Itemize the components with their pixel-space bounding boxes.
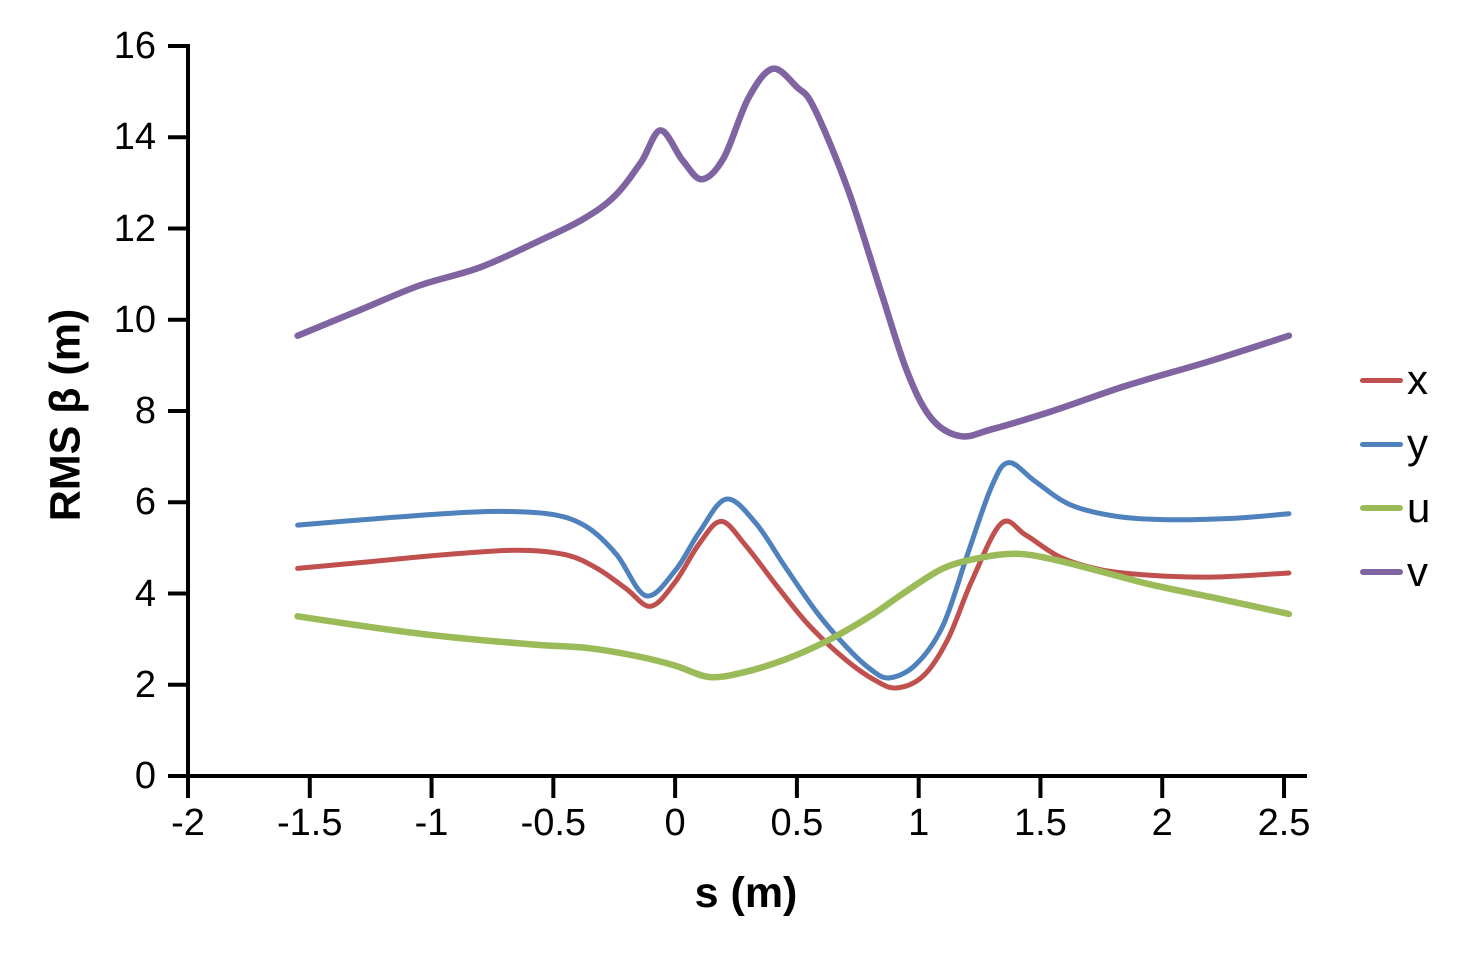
legend-swatch-x <box>1360 377 1403 383</box>
y-axis-title: RMS β (m) <box>41 308 90 522</box>
x-tick-label: 0 <box>664 802 686 844</box>
x-tick-label: -2 <box>171 802 205 844</box>
y-tick-label: 6 <box>134 481 156 524</box>
legend-swatch-u <box>1360 504 1403 512</box>
legend-label-v: v <box>1407 548 1428 595</box>
x-axis-title: s (m) <box>694 869 798 917</box>
series-line-x <box>295 518 1292 691</box>
legend-item-x: x <box>1360 348 1430 412</box>
x-tick-label: -1 <box>414 802 449 844</box>
legend-item-v: v <box>1360 540 1430 604</box>
x-tick-label: -0.5 <box>520 802 587 844</box>
series-line-v <box>294 65 1293 440</box>
y-tick-label: 10 <box>113 298 156 341</box>
legend-label-u: u <box>1407 484 1431 531</box>
y-tick-label: 4 <box>134 572 156 615</box>
legend-swatch-v <box>1360 568 1403 576</box>
x-tick-label: 1.5 <box>1014 802 1067 844</box>
y-tick-label: 2 <box>134 663 156 706</box>
x-tick-label: 2 <box>1151 802 1173 844</box>
legend-label-x: x <box>1407 356 1428 403</box>
legend-label-y: y <box>1407 420 1428 467</box>
x-tick-label: -1.5 <box>277 802 343 844</box>
series-line-u <box>294 550 1293 681</box>
x-tick-label: 2.5 <box>1257 802 1311 844</box>
y-tick-label: 14 <box>113 116 156 159</box>
legend-item-u: u <box>1360 476 1430 540</box>
legend-swatch-y <box>1360 441 1403 447</box>
y-tick-label: 12 <box>113 207 156 250</box>
x-tick-label: 0.5 <box>770 802 824 844</box>
x-tick-label: 1 <box>908 802 930 844</box>
y-tick-label: 8 <box>134 390 156 432</box>
legend-item-y: y <box>1360 412 1430 476</box>
series-line-y <box>295 460 1292 681</box>
y-tick-label: 0 <box>134 755 156 797</box>
y-tick-label: 16 <box>113 25 156 67</box>
